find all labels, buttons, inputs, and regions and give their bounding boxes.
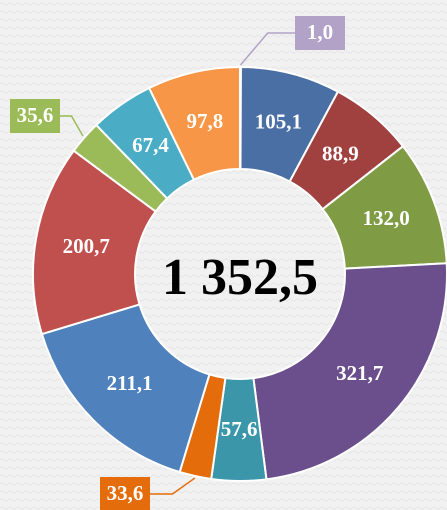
data-label: 211,1 <box>107 371 153 395</box>
data-label: 97,8 <box>186 109 223 133</box>
center-label: 1 352,5 <box>162 249 318 306</box>
data-label: 132,0 <box>362 206 409 230</box>
label-box <box>100 477 150 510</box>
labels: 1,0 105,1 88,9 132,0 321,7 57,6 33,6 211,1 200,7… <box>10 16 410 510</box>
data-label: 1,0 <box>307 20 333 44</box>
label-box <box>10 99 60 133</box>
leader-line <box>239 32 295 66</box>
leader-line <box>60 115 84 137</box>
data-label: 33,6 <box>107 481 144 505</box>
slice <box>252 262 447 481</box>
data-label: 57,6 <box>221 417 258 441</box>
data-label: 105,1 <box>255 110 302 134</box>
data-label: 88,9 <box>322 141 359 165</box>
data-label: 321,7 <box>336 361 383 385</box>
data-label: 35,6 <box>17 103 54 127</box>
slices <box>32 65 447 482</box>
data-label: 67,4 <box>132 133 169 157</box>
slice <box>147 65 241 181</box>
label-box <box>295 16 345 50</box>
data-label: 200,7 <box>63 234 110 258</box>
slice <box>32 149 158 336</box>
leader-line <box>150 477 196 495</box>
